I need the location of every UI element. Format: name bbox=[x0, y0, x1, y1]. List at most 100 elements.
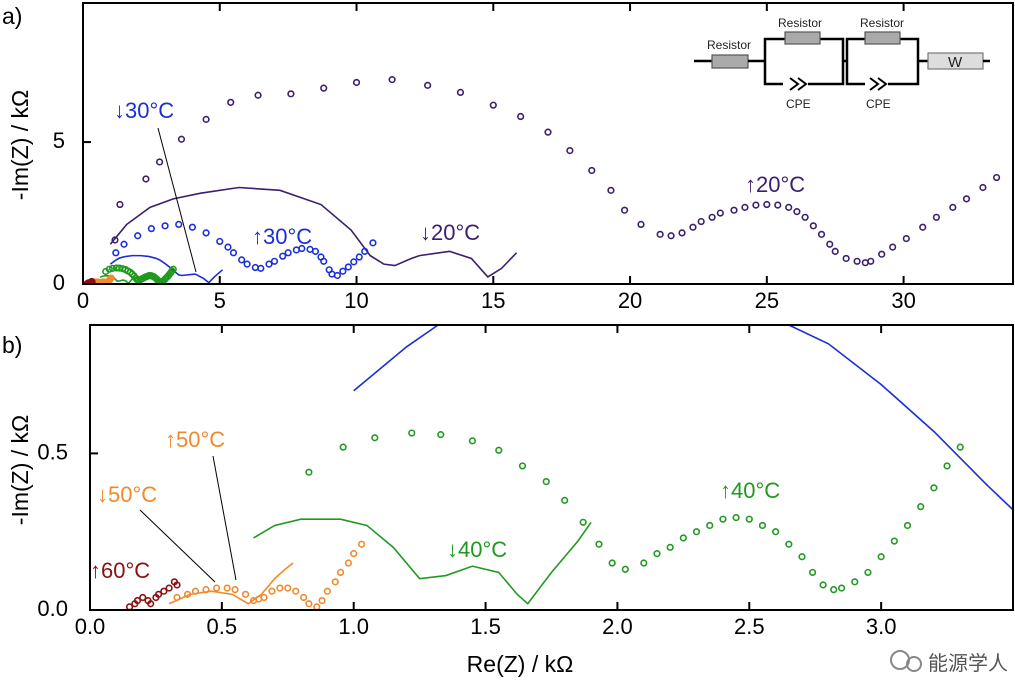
annotation-up40: ↑40°C bbox=[720, 478, 780, 503]
data-point-up30 bbox=[746, 0, 752, 2]
data-point-up20 bbox=[992, 173, 1001, 182]
circuit-labels: Resistor Resistor CPE Resistor CPE W bbox=[707, 16, 963, 111]
data-point-up40 bbox=[518, 462, 527, 470]
data-point-up40 bbox=[877, 553, 885, 561]
data-point-up40 bbox=[339, 443, 347, 451]
data-point-up40 bbox=[653, 550, 661, 558]
data-point-up20 bbox=[320, 84, 328, 92]
series-line-down20 bbox=[109, 186, 518, 278]
watermark: 能源学人 bbox=[890, 650, 1008, 675]
x-tick-label: 30 bbox=[891, 288, 915, 313]
data-point-up20 bbox=[656, 230, 664, 238]
data-point-up20 bbox=[142, 175, 150, 183]
data-point-up30 bbox=[251, 263, 259, 272]
data-point-up50 bbox=[313, 603, 321, 610]
data-point-up20 bbox=[620, 206, 629, 214]
y-tick-label: 5 bbox=[53, 128, 65, 153]
series-line-down50 bbox=[168, 562, 294, 605]
data-point-up30 bbox=[120, 240, 128, 248]
x-tick-label: 0.5 bbox=[207, 614, 238, 639]
data-point-up20 bbox=[177, 135, 186, 143]
data-point-up30 bbox=[229, 249, 238, 257]
data-point-up40 bbox=[903, 521, 912, 530]
annotation-down30: ↓30°C bbox=[114, 98, 174, 123]
data-point-up30 bbox=[369, 239, 377, 247]
data-point-up30 bbox=[175, 220, 183, 228]
data-point-up40 bbox=[943, 462, 951, 470]
data-point-up20 bbox=[932, 213, 941, 221]
resistor-2 bbox=[784, 31, 821, 45]
leader-line bbox=[139, 509, 216, 583]
data-point-up50 bbox=[336, 568, 345, 577]
data-point-up20 bbox=[949, 203, 957, 211]
data-point-up20 bbox=[517, 112, 525, 121]
data-point-up40 bbox=[666, 543, 674, 551]
data-point-up20 bbox=[962, 195, 971, 203]
series-line-down30 bbox=[353, 325, 1013, 511]
data-point-up30 bbox=[243, 260, 251, 268]
data-point-up20 bbox=[588, 166, 596, 175]
data-point-up40 bbox=[595, 540, 603, 548]
data-point-up50 bbox=[223, 584, 231, 592]
data-point-up30 bbox=[344, 263, 352, 271]
data-point-up20 bbox=[637, 220, 645, 228]
data-point-up40 bbox=[692, 528, 701, 536]
data-point-up50 bbox=[268, 587, 276, 595]
data-point-up40 bbox=[408, 429, 416, 437]
data-point-up40 bbox=[808, 568, 817, 577]
data-point-up20 bbox=[842, 254, 850, 263]
data-point-up60 bbox=[160, 587, 168, 595]
data-point-up50 bbox=[305, 600, 313, 608]
series-line-down40 bbox=[253, 518, 592, 605]
data-point-up40 bbox=[169, 265, 177, 273]
panel-b-label: b) bbox=[2, 332, 22, 358]
circuit-label: CPE bbox=[866, 97, 891, 111]
x-tick-label: 15 bbox=[481, 288, 505, 313]
x-tick-label: 20 bbox=[618, 288, 642, 313]
data-point-up40 bbox=[542, 477, 550, 486]
data-point-up50 bbox=[358, 540, 366, 548]
data-point-up20 bbox=[287, 90, 295, 98]
data-point-up50 bbox=[212, 584, 221, 592]
data-point-up40 bbox=[772, 528, 780, 536]
data-point-up20 bbox=[697, 217, 705, 226]
data-point-up50 bbox=[331, 578, 339, 586]
data-point-up20 bbox=[878, 250, 886, 258]
data-point-up20 bbox=[396, 122, 402, 128]
x-tick-label: 0 bbox=[77, 288, 89, 313]
data-point-up30 bbox=[147, 225, 155, 233]
data-point-up30 bbox=[298, 244, 306, 253]
y-tick-label: 0.0 bbox=[37, 596, 68, 621]
data-point-up20 bbox=[607, 186, 615, 194]
data-point-up30 bbox=[134, 232, 142, 240]
data-point-up30 bbox=[339, 267, 347, 275]
circuit-label: CPE bbox=[786, 97, 811, 111]
data-point-up20 bbox=[741, 203, 749, 211]
data-point-up40 bbox=[105, 265, 113, 273]
data-point-up60 bbox=[139, 593, 147, 602]
data-point-up20 bbox=[689, 223, 697, 231]
data-point-up40 bbox=[371, 434, 379, 442]
annotation-down50: ↓50°C bbox=[97, 482, 157, 507]
data-point-up20 bbox=[111, 236, 119, 244]
data-point-up30 bbox=[333, 271, 341, 280]
data-point-up30 bbox=[361, 247, 369, 255]
data-point-up20 bbox=[489, 101, 497, 109]
data-point-up40 bbox=[798, 553, 806, 561]
x-axis-label: Re(Z) / kΩ bbox=[467, 651, 574, 677]
data-point-up20 bbox=[809, 222, 817, 230]
data-point-up40 bbox=[305, 468, 313, 476]
annotation-up20: ↑20°C bbox=[745, 172, 805, 197]
data-point-up30 bbox=[257, 264, 265, 272]
plot-area bbox=[125, 0, 1013, 610]
data-point-up20 bbox=[889, 243, 897, 251]
data-point-up40 bbox=[640, 559, 648, 567]
data-point-up20 bbox=[708, 213, 716, 221]
data-point-up50 bbox=[318, 597, 326, 605]
annotation-up60: ↑60°C bbox=[90, 558, 150, 583]
data-point-up20 bbox=[730, 206, 738, 214]
data-point-up40 bbox=[785, 540, 793, 548]
annotation-up50: ↑50°C bbox=[165, 427, 225, 452]
resistor-1 bbox=[711, 54, 749, 69]
